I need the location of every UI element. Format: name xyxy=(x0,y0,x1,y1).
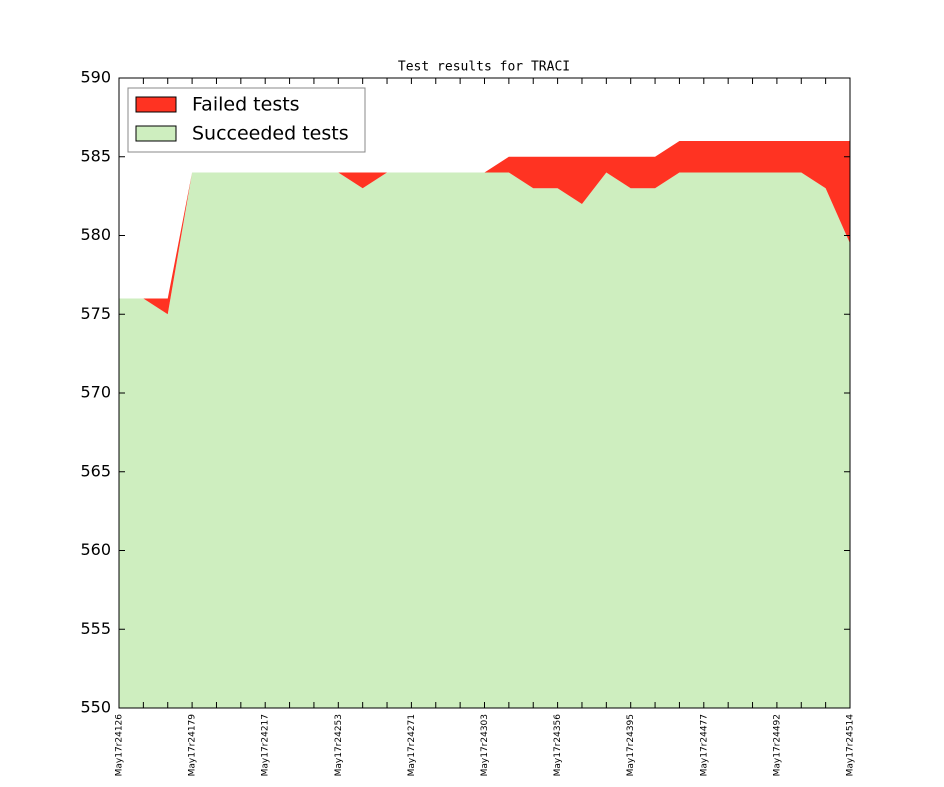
x-tick-label: May17r24179 xyxy=(188,714,198,777)
y-tick-label: 555 xyxy=(80,619,111,638)
x-tick-label: May17r24356 xyxy=(553,714,563,777)
x-tick-label: May17r24477 xyxy=(699,714,709,776)
legend-label: Succeeded tests xyxy=(192,123,349,145)
y-tick-label: 580 xyxy=(80,225,111,244)
legend-label: Failed tests xyxy=(192,94,300,116)
y-tick-label: 590 xyxy=(80,68,111,87)
y-tick-label: 550 xyxy=(80,698,111,717)
legend-swatch xyxy=(135,96,177,113)
y-tick-label: 585 xyxy=(80,146,111,165)
area xyxy=(119,141,850,315)
y-tick-label: 570 xyxy=(80,383,111,402)
legend: Failed tests Succeeded tests xyxy=(127,87,366,153)
x-tick-label: May17r24514 xyxy=(846,714,856,777)
x-tick-label: May17r24395 xyxy=(626,714,636,776)
x-tick-label: May17r24271 xyxy=(407,714,417,776)
y-tick-label: 565 xyxy=(80,461,111,480)
x-tick-label: May17r24253 xyxy=(334,714,344,776)
x-tick-label: May17r24303 xyxy=(480,714,490,776)
y-tick-label: 575 xyxy=(80,304,111,323)
x-tick-label: May17r24126 xyxy=(115,714,125,777)
x-tick-label: May17r24217 xyxy=(261,714,271,776)
y-tick-label: 560 xyxy=(80,540,111,559)
chart-title: Test results for TRACI xyxy=(398,60,570,75)
legend-swatch xyxy=(135,125,177,142)
area xyxy=(119,172,850,708)
x-tick-label: May17r24492 xyxy=(772,714,782,776)
